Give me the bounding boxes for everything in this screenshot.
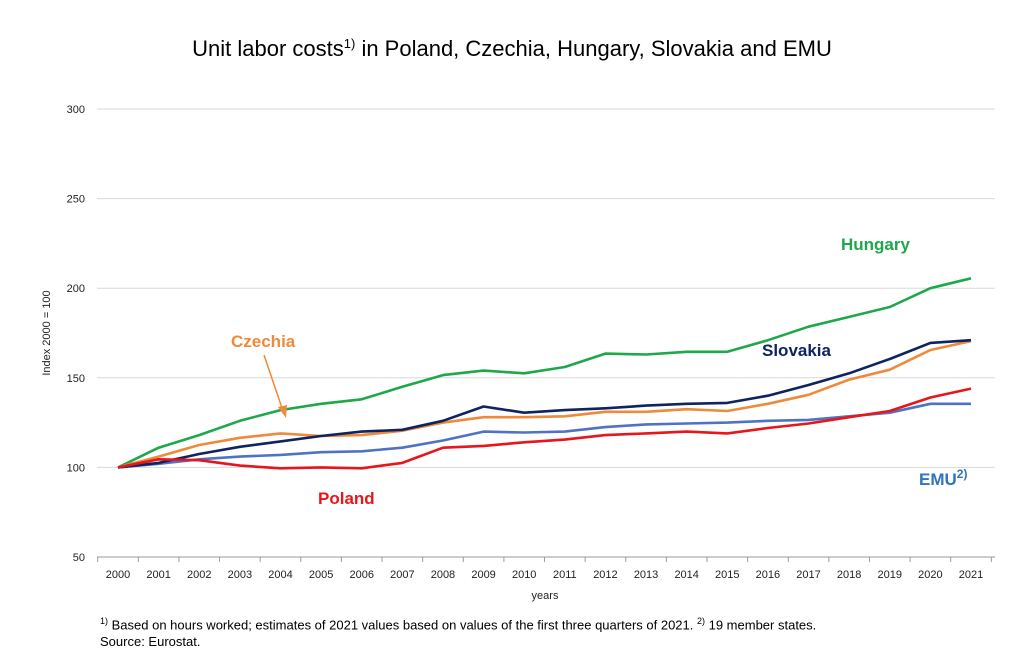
x-tick-label: 2020 bbox=[918, 569, 942, 581]
x-tick-label: 2015 bbox=[715, 569, 739, 581]
source-note: Source: Eurostat. bbox=[100, 634, 201, 649]
x-axis-label: years bbox=[532, 590, 559, 602]
x-tick-label: 2001 bbox=[146, 569, 170, 581]
emu-label: EMU2) bbox=[919, 467, 967, 489]
x-tick-label: 2002 bbox=[187, 569, 211, 581]
footnote-1: Based on hours worked; estimates of 2021… bbox=[108, 617, 697, 633]
y-tick-label: 250 bbox=[67, 194, 85, 206]
emu-label-name: EMU bbox=[919, 470, 957, 489]
y-tick-label: 150 bbox=[67, 373, 85, 385]
x-tick-label: 2014 bbox=[674, 569, 698, 581]
x-tick-label: 2013 bbox=[634, 569, 658, 581]
y-tick-label: 300 bbox=[67, 104, 85, 116]
series-lines bbox=[117, 277, 972, 470]
chart-title-sup: 1) bbox=[344, 36, 356, 51]
footnote-sup-1: 1) bbox=[100, 616, 109, 626]
x-tick-label: 2008 bbox=[431, 569, 455, 581]
y-axis-label: Index 2000 = 100 bbox=[41, 290, 53, 375]
czechia-label: Czechia bbox=[231, 332, 296, 351]
emu-label-sup: 2) bbox=[957, 467, 968, 481]
x-tick-label: 2012 bbox=[593, 569, 617, 581]
series-line-czechia bbox=[117, 339, 972, 469]
x-tick-label: 2017 bbox=[796, 569, 820, 581]
y-tick-label: 50 bbox=[73, 552, 85, 564]
x-tick-label: 2003 bbox=[228, 569, 252, 581]
x-tick-label: 2019 bbox=[878, 569, 902, 581]
series-line-emu bbox=[117, 402, 971, 469]
series-line-slovakia bbox=[117, 338, 972, 469]
hungary-label: Hungary bbox=[841, 235, 911, 254]
x-tick-label: 2000 bbox=[106, 569, 130, 581]
chart-title: Unit labor costs1) in Poland, Czechia, H… bbox=[192, 36, 832, 61]
x-tick-label: 2010 bbox=[512, 569, 536, 581]
footnote-text: 1) Based on hours worked; estimates of 2… bbox=[100, 612, 816, 634]
series-line-hungary bbox=[117, 277, 972, 469]
x-tick-label: 2006 bbox=[349, 569, 373, 581]
x-axis-ticks: 2000 2001 2002 2003 2004 2005 2006 2007 2008 2009… bbox=[97, 557, 992, 581]
x-tick-label: 2011 bbox=[553, 569, 577, 581]
czechia-arrow bbox=[263, 354, 287, 418]
x-tick-label: 2004 bbox=[268, 569, 292, 581]
x-tick-label: 2005 bbox=[309, 569, 333, 581]
y-tick-label: 100 bbox=[67, 462, 85, 474]
gridlines bbox=[97, 108, 995, 558]
y-axis-ticks: 50 100 150 200 250 300 bbox=[67, 104, 85, 564]
x-tick-label: 2009 bbox=[471, 569, 495, 581]
x-tick-label: 2007 bbox=[390, 569, 414, 581]
x-tick-label: 2021 bbox=[959, 569, 983, 581]
chart-title-rest: in Poland, Czechia, Hungary, Slovakia an… bbox=[355, 36, 832, 61]
footnote-sup-2: 2) bbox=[696, 616, 705, 626]
x-tick-label: 2016 bbox=[756, 569, 780, 581]
x-tick-label: 2018 bbox=[837, 569, 861, 581]
series-line-poland bbox=[117, 387, 972, 470]
footnote-2: 19 member states. bbox=[705, 617, 817, 633]
y-tick-label: 200 bbox=[67, 283, 85, 295]
chart-title-main: Unit labor costs bbox=[192, 36, 344, 61]
poland-label: Poland bbox=[318, 489, 375, 508]
slovakia-label: Slovakia bbox=[762, 341, 832, 360]
